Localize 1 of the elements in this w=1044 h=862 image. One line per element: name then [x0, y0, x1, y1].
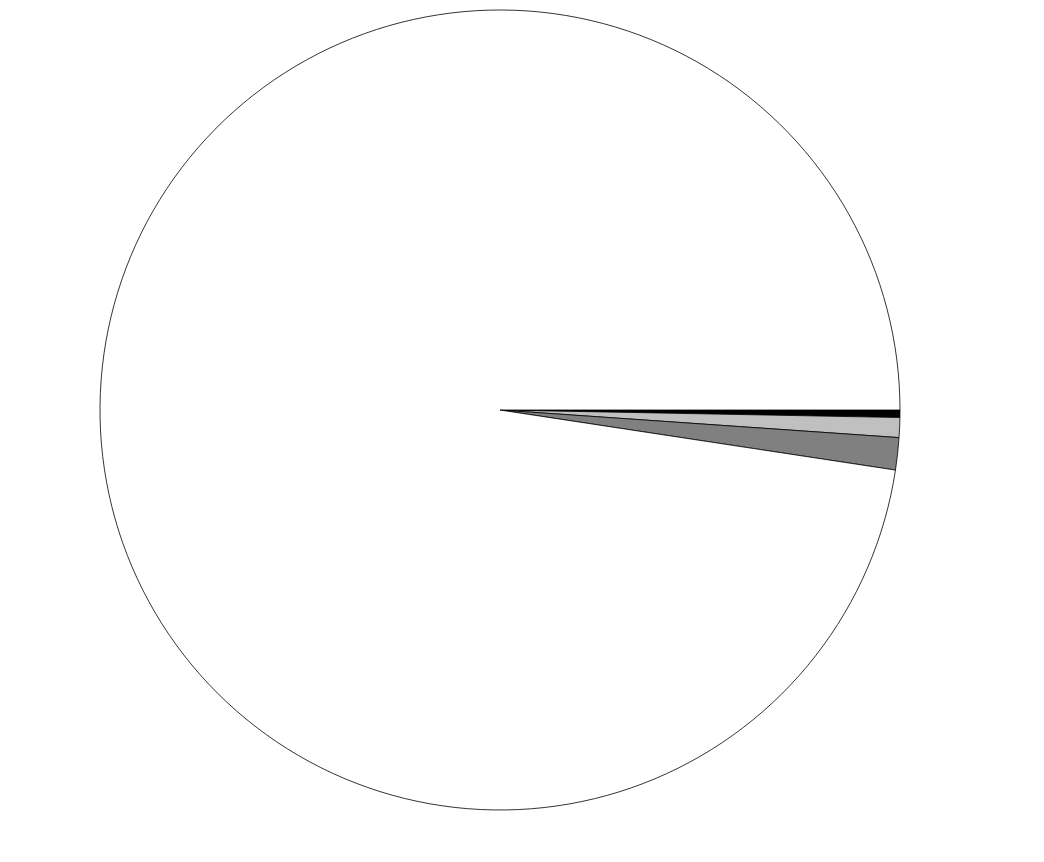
pie-slice: [100, 9, 901, 811]
